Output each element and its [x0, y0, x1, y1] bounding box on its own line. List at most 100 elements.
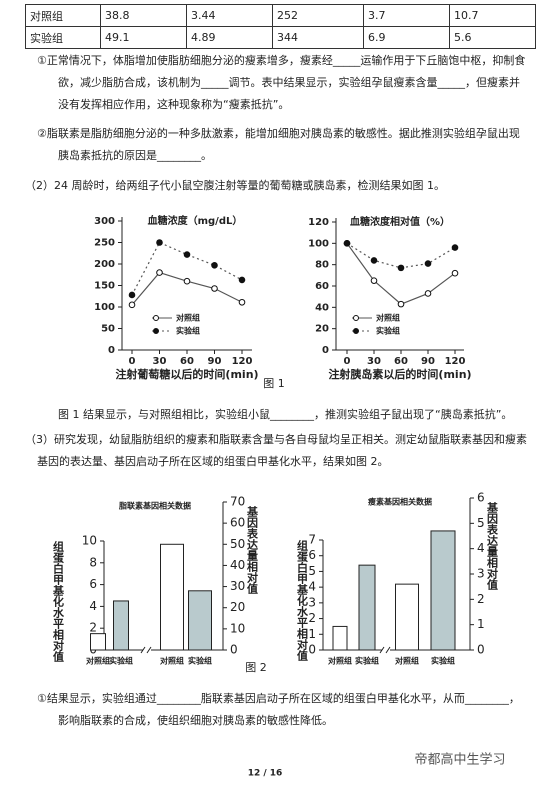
table-cell: 344 — [272, 26, 364, 49]
data-point — [211, 261, 218, 269]
bar — [188, 590, 212, 651]
y-tick-label: 6 — [89, 577, 97, 591]
y-tick-label: 80 — [315, 260, 329, 271]
table-cell: 6.9 — [363, 26, 450, 49]
table-cell: 实验组 — [25, 26, 101, 49]
y-tick-label: 2 — [308, 611, 316, 625]
bar — [430, 530, 456, 651]
y-tick-label: 0 — [108, 345, 115, 356]
figure-caption: 图 1 — [263, 377, 285, 390]
y-tick-label: 40 — [315, 302, 329, 313]
legend-marker — [153, 328, 159, 334]
x-tick-label: 对照组 — [395, 656, 419, 666]
x-tick-label: 120 — [232, 356, 253, 367]
y2-tick-label: 0 — [477, 643, 485, 657]
y2-tick-label: 1 — [477, 617, 485, 631]
y-tick-label: 120 — [308, 217, 329, 228]
x-tick-label: 30 — [367, 356, 381, 367]
data-point — [424, 290, 432, 297]
y2-tick-label: 4 — [477, 541, 485, 555]
y-axis-label: 组蛋白甲基化水平相对值 — [296, 539, 310, 662]
data-point — [343, 240, 351, 247]
x-tick-label: 实验组 — [188, 656, 212, 666]
legend-label: 实验组 — [176, 326, 200, 336]
y-tick-label: 0 — [308, 643, 316, 657]
legend-marker — [153, 315, 159, 321]
table-cell: 49.1 — [100, 26, 187, 49]
bar — [113, 600, 129, 651]
bar — [90, 633, 106, 651]
y-tick-label: 3 — [308, 595, 316, 609]
paragraph: ①结果显示，实验组通过________脂联素基因启动子所在区域的组蛋白甲基化水平… — [37, 692, 520, 727]
y2-tick-label: 70 — [230, 495, 245, 509]
data-point — [156, 239, 163, 246]
x-tick-label: 120 — [445, 356, 466, 367]
data-point — [238, 276, 246, 284]
paragraph: ②脂联素是脂肪细胞分泌的一种多肽激素，能增加细胞对胰岛素的敏感性。据此推测实验组… — [37, 127, 520, 162]
data-point — [238, 298, 246, 306]
y2-tick-label: 50 — [230, 537, 245, 551]
y-tick-label: 0 — [322, 345, 329, 356]
data-point — [424, 260, 432, 267]
series-line — [346, 242, 456, 305]
data-point — [370, 257, 378, 264]
y-tick-label: 1 — [308, 627, 316, 641]
bar — [358, 564, 376, 651]
y2-tick-label: 3 — [477, 567, 485, 581]
y2-tick-label: 10 — [230, 621, 245, 635]
y-axis-label: 组蛋白甲基化水平相对值 — [52, 540, 66, 663]
bar — [160, 543, 184, 651]
chart-title: 瘦素基因相关数据 — [368, 497, 432, 507]
y-tick-label: 300 — [94, 216, 115, 227]
axis-break — [379, 646, 391, 654]
x-tick-label: 60 — [394, 356, 408, 367]
series-line — [346, 242, 456, 269]
x-tick-label: 对照组 — [160, 656, 184, 666]
paragraph: （3）研究发现，幼鼠脂肪组织的瘦素和脂联素含量与各自母鼠均呈正相关。测定幼鼠脂联… — [25, 433, 527, 468]
data-point — [370, 277, 378, 284]
data-point — [397, 300, 405, 308]
table-cell: 3.7 — [363, 4, 450, 27]
y2-axis-label: 基因表达量相对值 — [486, 501, 500, 591]
series-line — [131, 241, 243, 296]
table-row: 实验组 49.1 4.89 344 6.9 5.6 — [25, 26, 536, 49]
y-tick-label: 6 — [308, 548, 316, 562]
x-tick-label: 90 — [421, 356, 435, 367]
data-point — [183, 251, 191, 258]
data-point — [183, 277, 191, 285]
data-point — [451, 244, 459, 251]
x-tick-label: 90 — [208, 356, 222, 367]
data-point — [211, 285, 218, 292]
legend-label: 对照组 — [376, 313, 400, 323]
y2-tick-label: 30 — [230, 579, 245, 593]
x-tick-label: 实验组 — [355, 656, 379, 666]
y2-tick-label: 60 — [230, 516, 245, 530]
table-row: 对照组 38.8 3.44 252 3.7 10.7 — [25, 4, 536, 27]
legend-label: 实验组 — [376, 326, 400, 336]
paragraph: 图 1 结果显示，与对照组相比，实验组小鼠________，推测实验组子鼠出现了… — [58, 408, 513, 421]
y-tick-label: 4 — [308, 580, 316, 594]
chart-title: 血糖浓度相对值（%） — [350, 215, 450, 228]
data-point — [156, 269, 163, 276]
y-tick-label: 150 — [94, 281, 115, 292]
axis-break — [140, 646, 152, 654]
x-tick-label: 实验组 — [109, 656, 133, 666]
x-tick-label: 实验组 — [431, 656, 455, 666]
y-tick-label: 4 — [89, 599, 97, 613]
data-point — [128, 301, 136, 309]
legend-label: 对照组 — [176, 313, 200, 323]
y-tick-label: 50 — [101, 324, 115, 335]
x-tick-label: 对照组 — [86, 656, 110, 666]
watermark: 帝都高中生学习 — [414, 752, 505, 768]
y2-tick-label: 20 — [230, 600, 245, 614]
page-number: 12 / 16 — [248, 769, 283, 779]
x-tick-label: 对照组 — [328, 656, 352, 666]
x-tick-label: 30 — [153, 356, 167, 367]
y-tick-label: 200 — [94, 259, 115, 270]
y-tick-label: 20 — [315, 324, 329, 335]
y-tick-label: 7 — [308, 533, 316, 547]
x-axis-label: 注射胰岛素以后的时间(min) — [328, 367, 471, 381]
series-line — [131, 271, 243, 306]
